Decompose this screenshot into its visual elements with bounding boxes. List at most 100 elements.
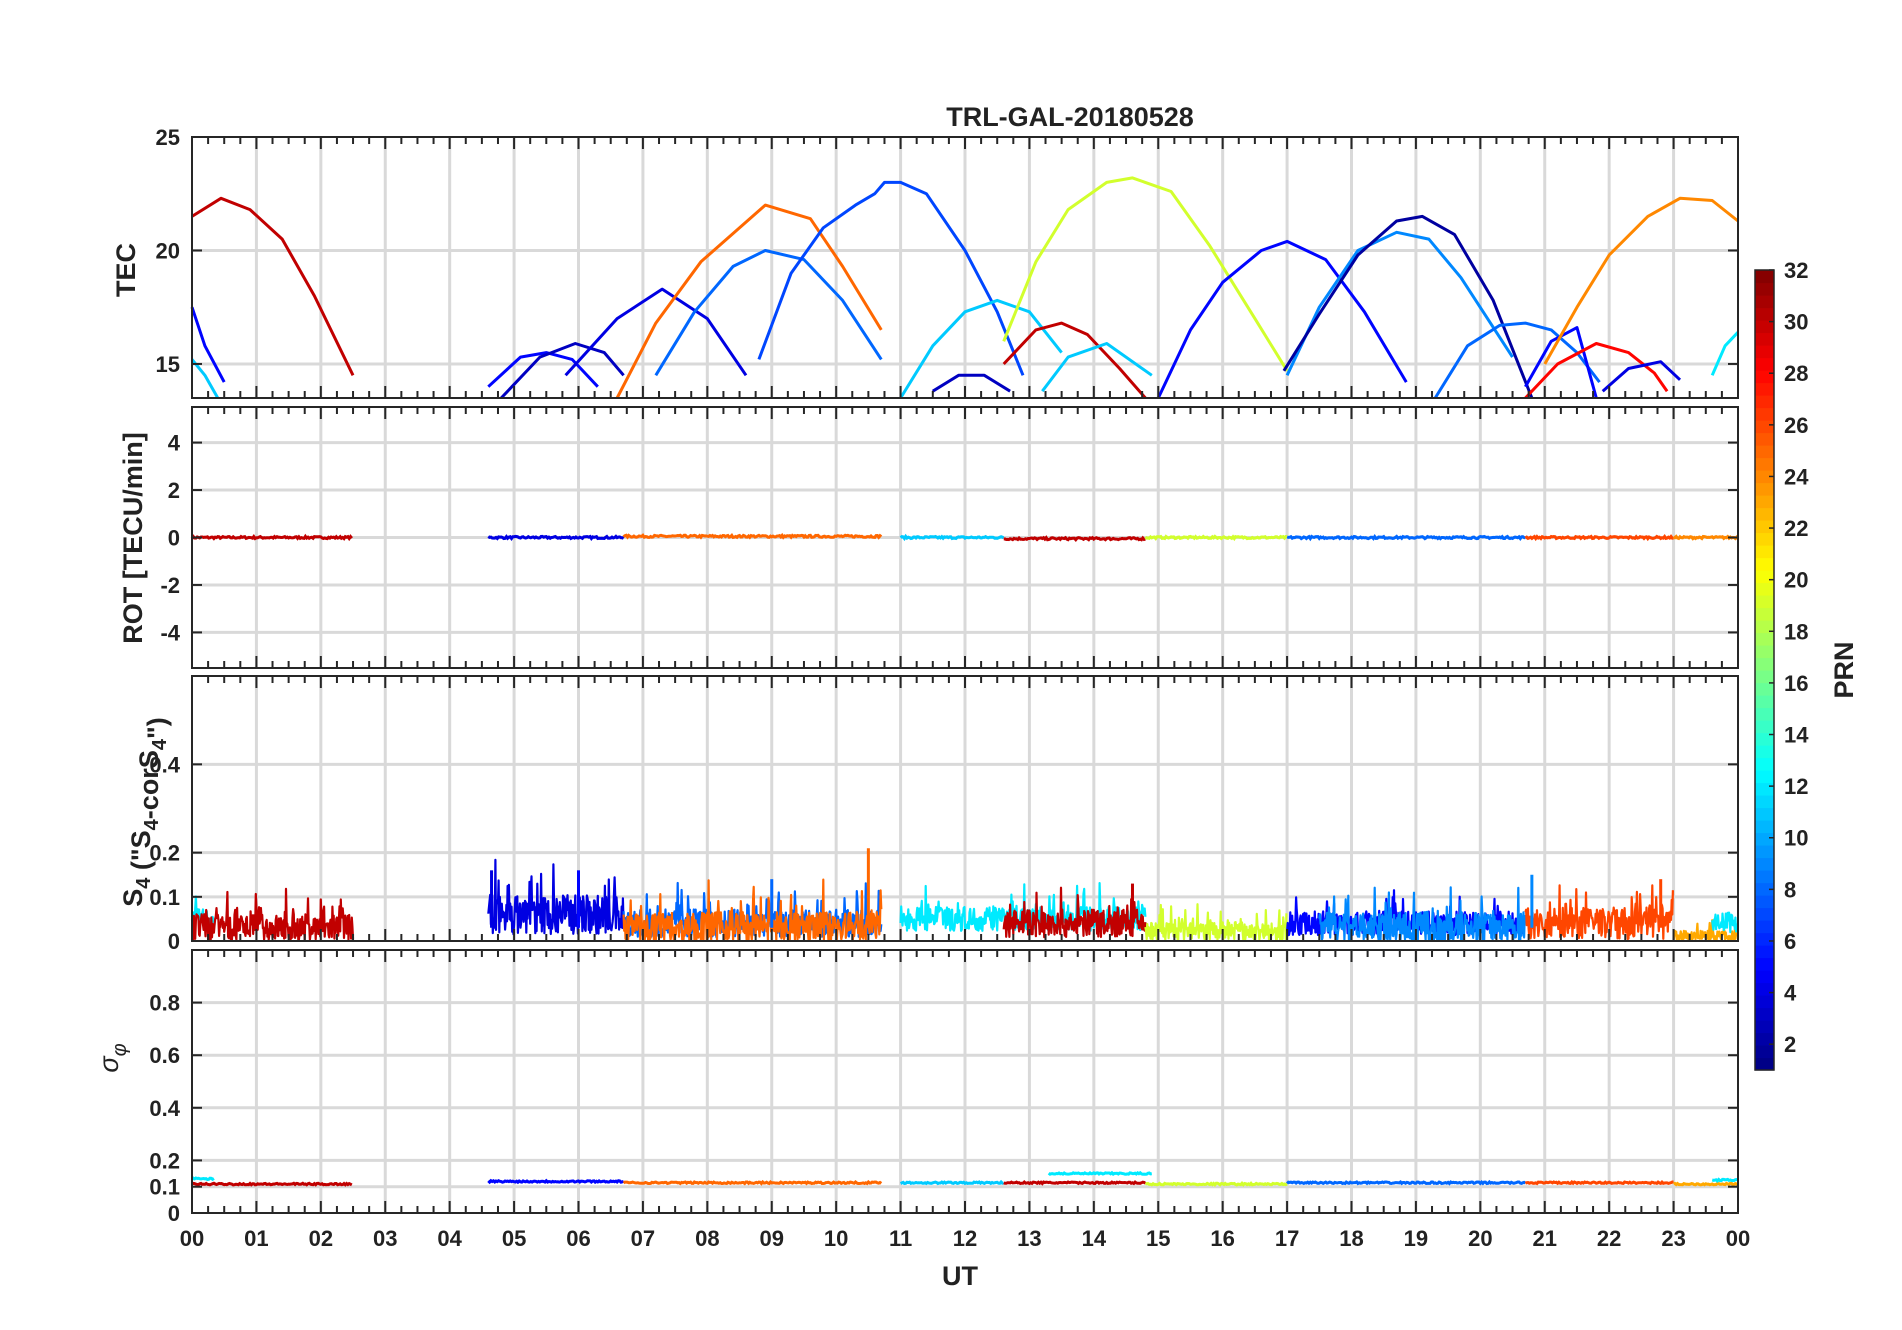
colorbar-swatch [1755, 620, 1774, 634]
rot-y-tick-label: 0 [168, 526, 180, 551]
x-tick-label: 13 [1017, 1226, 1041, 1251]
colorbar-tick-label: 12 [1784, 774, 1808, 799]
tec-track-prn-8 [654, 249, 883, 377]
colorbar-swatch [1755, 520, 1774, 534]
colorbar-tick-label: 14 [1784, 723, 1809, 748]
s4-grid [192, 676, 1738, 941]
s4-trace-prn-26 [1524, 884, 1674, 941]
colorbar-swatch [1755, 1007, 1774, 1021]
tec-y-label: TEC [111, 243, 141, 297]
rot-trace-prn-26 [1524, 533, 1674, 542]
x-tick-label: 21 [1533, 1226, 1557, 1251]
sigma_phi-trace-prn-25 [622, 1179, 883, 1186]
colorbar-swatch [1755, 932, 1774, 946]
tec-ticks: 15 20 25 [156, 125, 1739, 398]
tec-track-prn-11 [1041, 342, 1153, 393]
colorbar-swatch [1755, 295, 1774, 309]
x-tick-label: 10 [824, 1226, 848, 1251]
x-tick-label: 00 [180, 1226, 204, 1251]
sigma_phi-y-tick-label: 0.2 [149, 1148, 180, 1173]
colorbar-tick-label: 8 [1784, 877, 1796, 902]
sigma_phi-trace-prn-30 [1003, 1179, 1147, 1186]
colorbar-swatch [1755, 882, 1774, 896]
rot-y-tick-label: 4 [168, 431, 181, 456]
colorbar-swatch [1755, 920, 1774, 934]
colorbar-swatch [1755, 407, 1774, 421]
colorbar-swatch [1755, 307, 1774, 321]
colorbar-swatch [1755, 720, 1774, 734]
tec-track-prn-2 [1282, 214, 1534, 399]
colorbar-swatch [1755, 595, 1774, 609]
colorbar-swatch [1755, 445, 1774, 459]
sigma_phi-y-tick-label: 0.4 [149, 1096, 180, 1121]
rot-ticks: -4 -2 0 2 4 [160, 407, 1739, 668]
colorbar-swatch [1755, 995, 1774, 1009]
s4-trace-prn-12 [1711, 911, 1739, 934]
sigma_phi-y-tick-label: 0.8 [149, 991, 180, 1016]
rot-y-tick-label: -2 [160, 573, 180, 598]
x-axis-label: UT [942, 1261, 978, 1291]
s4-ticks: 0 0.1 0.2 0.4 [149, 676, 1739, 954]
x-tick-label: 01 [244, 1226, 268, 1251]
x-tick-label: 03 [373, 1226, 397, 1251]
colorbar-swatch [1755, 970, 1774, 984]
colorbar-swatch [1755, 1032, 1774, 1046]
colorbar-swatch [1755, 707, 1774, 721]
s4-y-tick-label: 0.2 [149, 841, 180, 866]
tec-track-prn-4 [1601, 360, 1682, 393]
colorbar-swatch [1755, 495, 1774, 509]
x-tick-label: 20 [1468, 1226, 1492, 1251]
s4-trace-prn-4 [487, 858, 625, 936]
colorbar-swatch [1755, 682, 1774, 696]
x-tick-label: 23 [1661, 1226, 1685, 1251]
tec-track-prn-11 [899, 298, 1063, 399]
rot-trace-prn-19 [1144, 534, 1288, 542]
colorbar-tick-label: 22 [1784, 516, 1808, 541]
colorbar-swatch [1755, 982, 1774, 996]
colorbar-tick-label: 2 [1784, 1032, 1796, 1057]
x-tick-label: 05 [502, 1226, 526, 1251]
x-tick-label: 02 [309, 1226, 333, 1251]
rot-trace-prn-25 [622, 532, 883, 540]
s4-trace-prn-25 [622, 878, 883, 941]
sigma_phi-trace-prn-12 [1047, 1170, 1152, 1176]
colorbar-swatch [1755, 557, 1774, 571]
x-tick-label: 18 [1339, 1226, 1363, 1251]
x-tick-label: 12 [953, 1226, 977, 1251]
rot-y-tick-label: -4 [160, 620, 180, 645]
colorbar-swatch [1755, 820, 1774, 834]
tec-track-prn-24 [1543, 196, 1739, 365]
tec-track-prn-28 [1524, 342, 1669, 400]
tec-y-tick-label: 20 [156, 238, 180, 263]
sigma_phi-trace-prn-30 [191, 1181, 353, 1187]
x-tick-label: 17 [1275, 1226, 1299, 1251]
rot-axes-frame [191, 406, 1739, 669]
s4-trace-prn-30 [1002, 886, 1147, 939]
sigma_phi-trace-prn-5 [487, 1178, 625, 1185]
tec-y-tick-label: 15 [156, 352, 180, 377]
colorbar-swatch [1755, 370, 1774, 384]
colorbar-swatch [1755, 1057, 1774, 1071]
colorbar-swatch [1755, 432, 1774, 446]
s4-y-tick-label: 0.4 [149, 752, 180, 777]
colorbar-swatch [1755, 632, 1774, 646]
rot-panel: -4 -2 0 2 4 [160, 406, 1740, 669]
colorbar-swatch [1755, 607, 1774, 621]
rot-trace-prn-11 [899, 533, 1005, 542]
colorbar-swatch [1755, 732, 1774, 746]
colorbar-frame [1754, 269, 1775, 1071]
colorbar-tick-label: 30 [1784, 310, 1808, 335]
x-tick-label: 06 [566, 1226, 590, 1251]
colorbar-swatch [1755, 645, 1774, 659]
colorbar-swatch [1755, 807, 1774, 821]
sigma_phi-y-tick-label: 0.1 [149, 1175, 180, 1200]
x-tick-label: 09 [760, 1226, 784, 1251]
colorbar-swatch [1755, 945, 1774, 959]
colorbar-swatch [1755, 382, 1774, 396]
colorbar-swatch [1755, 470, 1774, 484]
colorbar-swatch [1755, 957, 1774, 971]
tec-track-prn-3 [932, 373, 1011, 393]
tec-track-prn-25 [615, 203, 883, 399]
